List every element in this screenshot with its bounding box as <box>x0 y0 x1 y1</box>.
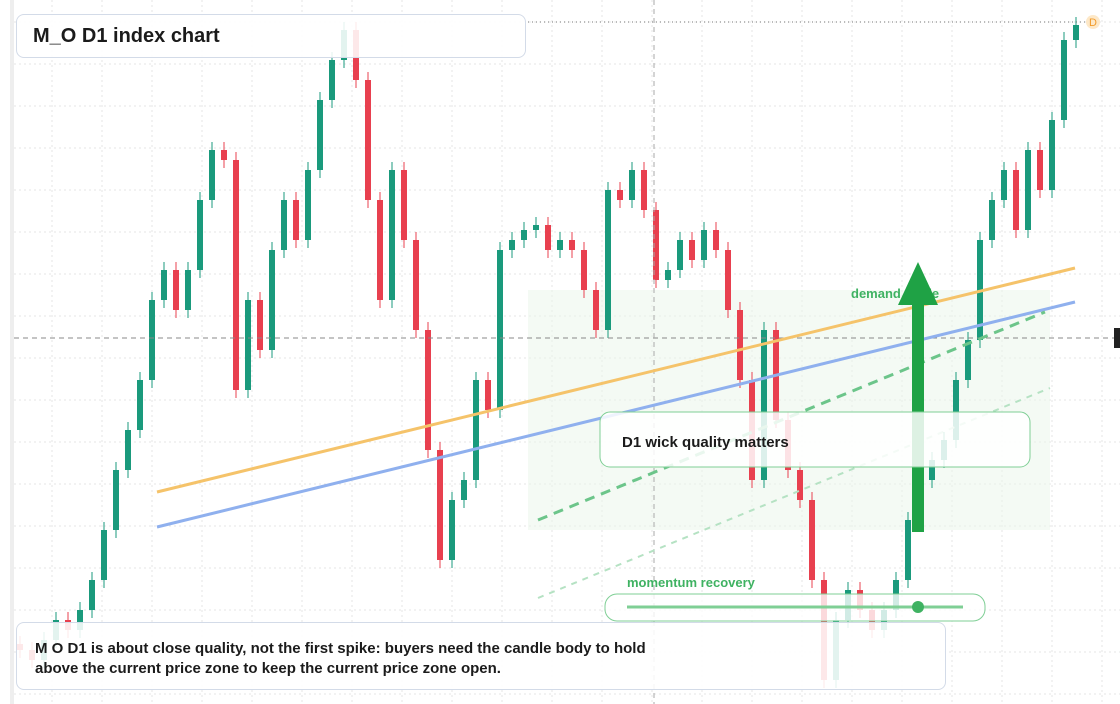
candle-body <box>689 240 695 260</box>
candle-body <box>521 230 527 240</box>
candle-body <box>269 250 275 350</box>
candle-body <box>473 380 479 480</box>
candle-body <box>161 270 167 300</box>
annotation: momentum recovery <box>627 575 756 590</box>
candle-body <box>149 300 155 380</box>
candle-body <box>209 150 215 200</box>
candle-body <box>641 170 647 210</box>
candle-body <box>317 100 323 170</box>
candle-body <box>233 160 239 390</box>
left-edge <box>10 0 14 704</box>
candle-body <box>485 380 491 410</box>
candle-body <box>257 300 263 350</box>
candle-body <box>617 190 623 200</box>
candle-body <box>581 250 587 290</box>
candle-body <box>461 480 467 500</box>
candle-body <box>413 240 419 330</box>
arrow-head <box>898 262 938 305</box>
candle-body <box>449 500 455 560</box>
candle-body <box>1049 120 1055 190</box>
candle-body <box>605 190 611 330</box>
candle-body <box>101 530 107 580</box>
candle-body <box>437 450 443 560</box>
candle-body <box>125 430 131 470</box>
candle-body <box>281 200 287 250</box>
callout-text: D1 wick quality matters <box>622 434 789 451</box>
candle-body <box>77 610 83 630</box>
candle-body <box>1001 170 1007 200</box>
candle-body <box>653 210 659 280</box>
candle-body <box>1073 25 1079 40</box>
candle-body <box>89 580 95 610</box>
candle-body <box>365 80 371 200</box>
candle-body <box>425 330 431 450</box>
candle-body <box>113 470 119 530</box>
candle-body <box>185 270 191 310</box>
candle-body <box>293 200 299 240</box>
momentum-dot <box>912 601 924 613</box>
note-text: M O D1 is about close quality, not the f… <box>35 640 646 677</box>
callout <box>599 411 1031 468</box>
candle-body <box>677 240 683 270</box>
marker-badge <box>1086 15 1100 29</box>
candle-body <box>929 460 935 480</box>
candle-body <box>665 270 671 280</box>
candle-body <box>905 520 911 580</box>
candle-body <box>497 250 503 410</box>
candle-body <box>713 230 719 250</box>
candle-body <box>173 270 179 310</box>
candle-body <box>737 310 743 380</box>
candle-body <box>245 300 251 390</box>
candle-body <box>953 380 959 440</box>
candle-body <box>221 150 227 160</box>
candle-body <box>569 240 575 250</box>
candle-body <box>197 200 203 270</box>
price-tag <box>1114 328 1120 348</box>
candle-body <box>593 290 599 330</box>
note-box: M O D1 is about close quality, not the f… <box>16 622 946 690</box>
candle-body <box>329 60 335 100</box>
candle-body <box>557 240 563 250</box>
candle-body <box>137 380 143 430</box>
candle-body <box>389 170 395 300</box>
candle-body <box>989 200 995 240</box>
candle-body <box>797 470 803 500</box>
candle-body <box>377 200 383 300</box>
candle-body <box>401 170 407 240</box>
candle-body <box>1061 40 1067 120</box>
candle-body <box>701 230 707 260</box>
title-box: M_O D1 index chart <box>16 14 526 58</box>
candle-body <box>1037 150 1043 190</box>
candle-body <box>809 500 815 580</box>
candle-body <box>1025 150 1031 230</box>
candle-body <box>545 225 551 250</box>
marker: D <box>1089 17 1097 29</box>
candle-body <box>965 340 971 380</box>
candle-body <box>1013 170 1019 230</box>
chart-title: M_O D1 index chart <box>33 25 220 47</box>
candle-body <box>509 240 515 250</box>
candle-body <box>629 170 635 200</box>
candle-body <box>533 225 539 230</box>
candle-body <box>305 170 311 240</box>
candle-body <box>725 250 731 310</box>
candle-body <box>761 330 767 480</box>
